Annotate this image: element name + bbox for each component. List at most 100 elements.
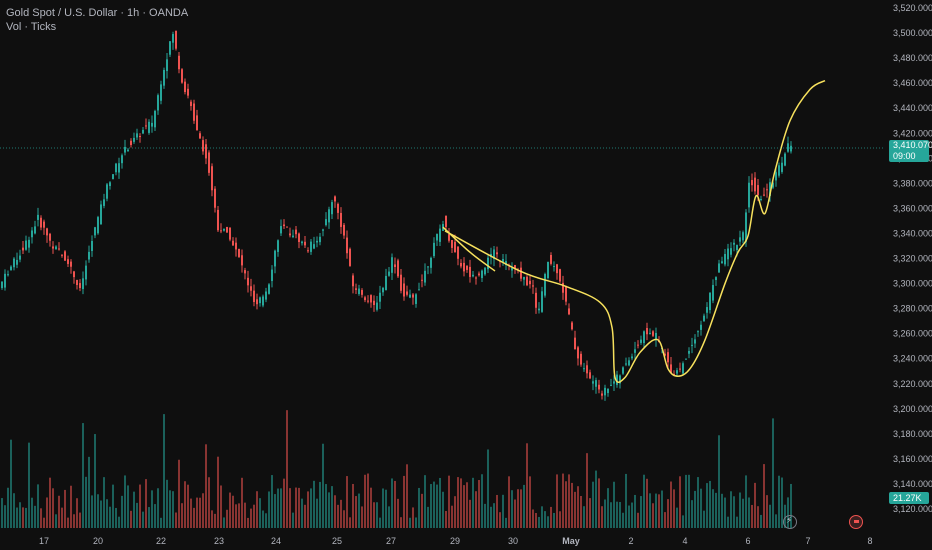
candle-body: [757, 185, 759, 195]
candle-body: [283, 225, 285, 227]
candle-body: [460, 263, 462, 266]
volume-bar: [511, 490, 513, 528]
volume-bar: [265, 513, 267, 528]
candle-body: [259, 297, 261, 303]
volume-bar: [133, 492, 135, 528]
price-tick-label: 3,440.000: [893, 103, 932, 113]
volume-pane: [1, 410, 792, 528]
candle-body: [163, 70, 165, 86]
volume-bar: [526, 443, 528, 528]
candle-body: [268, 284, 270, 293]
volume-bar: [523, 485, 525, 528]
candle-body: [424, 271, 426, 283]
volume-bar: [733, 496, 735, 528]
candle-body: [406, 291, 408, 294]
volume-bar: [718, 435, 720, 528]
volume-bar: [136, 503, 138, 528]
candle-body: [166, 59, 168, 71]
candle-body: [484, 268, 486, 274]
volume-bar: [451, 506, 453, 528]
volume-bar: [328, 492, 330, 528]
candle-body: [589, 372, 591, 378]
volume-bar: [100, 500, 102, 528]
candle-body: [127, 150, 129, 151]
user-drawings[interactable]: [443, 81, 825, 383]
candle-body: [775, 172, 777, 180]
candle-body: [73, 271, 75, 277]
volume-bar: [574, 492, 576, 528]
candle-body: [70, 262, 72, 267]
candle-body: [703, 316, 705, 322]
last-price-label: 3,410.070 09:00: [889, 140, 929, 162]
volume-bar: [664, 512, 666, 528]
volume-bar: [259, 498, 261, 528]
time-tick-label: 24: [271, 536, 281, 546]
candle-body: [79, 283, 81, 288]
candle-body: [571, 323, 573, 330]
volume-bar: [121, 496, 123, 528]
volume-bar: [472, 478, 474, 528]
candle-body: [421, 280, 423, 281]
candle-body: [244, 270, 246, 273]
volume-bar: [382, 488, 384, 528]
candle-body: [397, 260, 399, 276]
candle-body: [697, 331, 699, 332]
volume-bar: [502, 495, 504, 528]
volume-bar: [256, 491, 258, 528]
volume-bar: [58, 496, 60, 528]
volume-bar: [157, 488, 159, 528]
candle-body: [463, 263, 465, 271]
price-tick-label: 3,260.000: [893, 329, 932, 339]
volume-bar: [172, 491, 174, 528]
time-tick-label: 20: [93, 536, 103, 546]
time-axis[interactable]: 17 20 22 23 24 25 27 29 30 May 2 4 6 7 8: [39, 536, 873, 546]
volume-bar: [454, 496, 456, 528]
candle-body: [373, 301, 375, 305]
price-axis[interactable]: 3,520.000 3,500.000 3,480.000 3,460.000 3,44…: [893, 3, 932, 514]
volume-bar: [613, 482, 615, 528]
candle-body: [763, 195, 765, 196]
volume-bar: [373, 502, 375, 528]
candle-body: [592, 381, 594, 383]
symbol-title[interactable]: Gold Spot / U.S. Dollar · 1h · OANDA: [6, 6, 188, 20]
candle-body: [598, 385, 600, 390]
volume-bar: [478, 480, 480, 528]
volume-bar: [658, 494, 660, 528]
volume-bar: [742, 499, 744, 528]
candle-body: [76, 280, 78, 285]
volume-bar: [400, 517, 402, 528]
flag-icon[interactable]: [849, 515, 863, 529]
volume-bar: [145, 479, 147, 528]
candle-body: [121, 155, 123, 163]
candle-body: [730, 248, 732, 255]
volume-bar: [214, 514, 216, 528]
candle-body: [628, 360, 630, 365]
projection-curve[interactable]: [445, 81, 825, 383]
volume-bar: [115, 508, 117, 528]
lightning-icon[interactable]: [783, 515, 797, 529]
candle-body: [709, 293, 711, 310]
candle-body: [736, 245, 738, 250]
candle-body: [1, 282, 3, 288]
candle-body: [328, 209, 330, 222]
candle-body: [739, 237, 741, 241]
volume-bar: [19, 502, 21, 528]
volume-bar: [547, 516, 549, 528]
candle-body: [448, 234, 450, 241]
volume-bar: [16, 508, 18, 528]
volume-bar: [715, 493, 717, 528]
volume-bar: [562, 474, 564, 528]
volume-bar: [211, 510, 213, 528]
volume-bar: [22, 507, 24, 528]
volume-bar: [616, 502, 618, 528]
candle-body: [472, 275, 474, 277]
volume-bar: [10, 440, 12, 528]
volume-bar: [427, 507, 429, 528]
candle-body: [58, 249, 60, 250]
candle-body: [7, 274, 9, 275]
candle-body: [724, 254, 726, 264]
volume-indicator-title[interactable]: Vol · Ticks: [6, 20, 188, 34]
candle-body: [205, 144, 207, 158]
volume-bar: [607, 488, 609, 528]
